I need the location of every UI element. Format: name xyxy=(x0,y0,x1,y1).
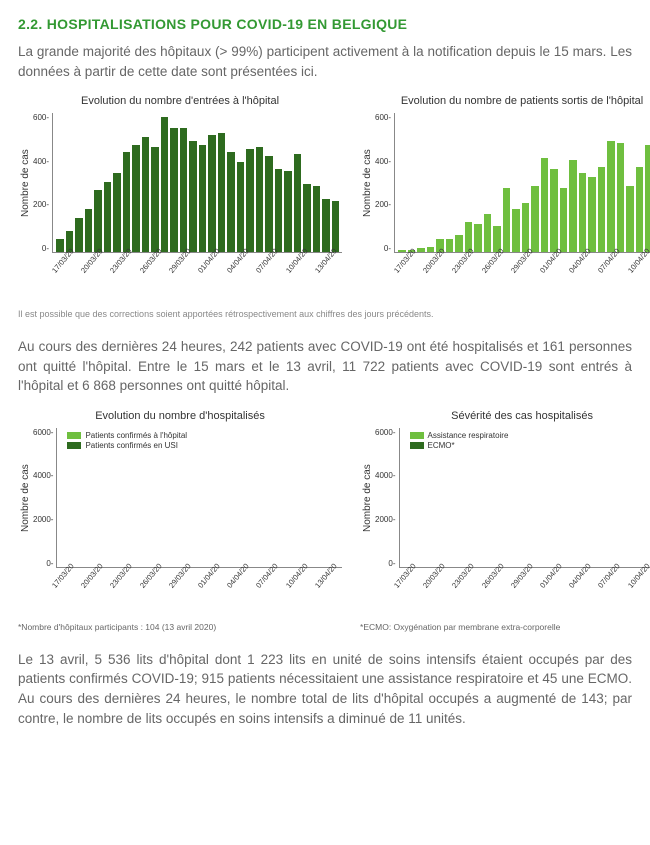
y-axis-label: Nombre de cas xyxy=(360,428,375,568)
intro-paragraph: La grande majorité des hôpitaux (> 99%) … xyxy=(18,42,632,81)
body-paragraph-1: Au cours des dernières 24 heures, 242 pa… xyxy=(18,337,632,396)
chart-title: Sévérité des cas hospitalisés xyxy=(360,410,650,422)
y-axis-ticks: 600-400-200-0- xyxy=(33,113,52,253)
y-axis-label: Nombre de cas xyxy=(18,428,33,568)
midsection-note: Il est possible que des corrections soie… xyxy=(18,309,632,319)
y-axis-ticks: 6000-4000-2000-0- xyxy=(33,428,56,568)
chart-severity: Sévérité des cas hospitalisés Nombre de … xyxy=(360,410,650,632)
x-axis-ticks: 17/03/2020/03/2023/03/2026/03/2029/03/20… xyxy=(50,574,342,614)
chart-title: Evolution du nombre de patients sortis d… xyxy=(360,95,650,107)
bars xyxy=(56,113,339,252)
body-paragraph-2: Le 13 avril, 5 536 lits d'hôpital dont 1… xyxy=(18,650,632,728)
chart-footnote: *Nombre d'hôpitaux participants : 104 (1… xyxy=(18,622,342,632)
chart-discharges: Evolution du nombre de patients sortis d… xyxy=(360,95,650,299)
y-axis-ticks: 6000-4000-2000-0- xyxy=(375,428,398,568)
charts-row-2: Evolution du nombre d'hospitalisés Nombr… xyxy=(18,410,632,632)
chart-hospitalised: Evolution du nombre d'hospitalisés Nombr… xyxy=(18,410,342,632)
y-axis-label: Nombre de cas xyxy=(18,113,33,253)
y-axis-label: Nombre de cas xyxy=(360,113,375,253)
section-title: 2.2. HOSPITALISATIONS POUR COVID-19 EN B… xyxy=(18,16,632,32)
x-axis-ticks: 17/03/2020/03/2023/03/2026/03/2029/03/20… xyxy=(50,259,342,299)
chart-title: Evolution du nombre d'hospitalisés xyxy=(18,410,342,422)
bars xyxy=(398,113,650,252)
charts-row-1: Evolution du nombre d'entrées à l'hôpita… xyxy=(18,95,632,299)
chart-entries: Evolution du nombre d'entrées à l'hôpita… xyxy=(18,95,342,299)
y-axis-ticks: 600-400-200-0- xyxy=(375,113,394,253)
x-axis-ticks: 17/03/2020/03/2023/03/2026/03/2029/03/20… xyxy=(392,259,650,299)
x-axis-ticks: 17/03/2020/03/2023/03/2026/03/2029/03/20… xyxy=(392,574,650,614)
chart-footnote: *ECMO: Oxygénation par membrane extra-co… xyxy=(360,622,650,632)
bars xyxy=(403,428,650,567)
bars xyxy=(60,428,339,567)
chart-title: Evolution du nombre d'entrées à l'hôpita… xyxy=(18,95,342,107)
